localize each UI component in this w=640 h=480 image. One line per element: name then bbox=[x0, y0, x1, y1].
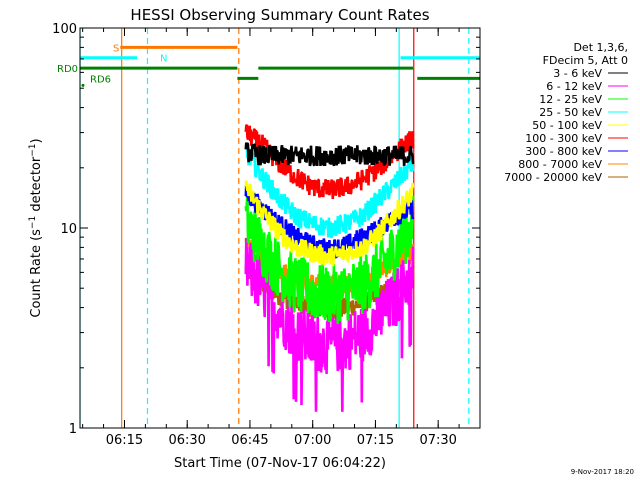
y-tick-label-2: 100 bbox=[52, 22, 77, 37]
y-tick-label-0: 1 bbox=[69, 422, 77, 437]
series-line-4 bbox=[244, 180, 415, 267]
series-line-3 bbox=[244, 146, 415, 239]
x-tick-label-4: 07:15 bbox=[357, 433, 394, 448]
y-axis-label: Count Rate (s−1 detector−1) bbox=[28, 138, 44, 317]
legend-label-5: 100 - 300 keV bbox=[525, 132, 602, 145]
x-tick-label-5: 07:30 bbox=[419, 433, 456, 448]
flag-dot-rd6 bbox=[81, 83, 85, 87]
x-axis-ticks: 06:15 06:30 06:45 07:00 07:15 07:30 bbox=[82, 28, 460, 448]
x-tick-label-3: 07:00 bbox=[294, 433, 331, 448]
flag-label-n: N bbox=[160, 54, 167, 65]
legend-label-1: 6 - 12 keV bbox=[546, 80, 602, 93]
legend-label-7: 800 - 7000 keV bbox=[518, 158, 602, 171]
legend-label-8: 7000 - 20000 keV bbox=[504, 171, 602, 184]
footer-date: 9-Nov-2017 18:20 bbox=[571, 468, 634, 476]
series-line-0 bbox=[244, 142, 415, 167]
legend-label-0: 3 - 6 keV bbox=[553, 67, 602, 80]
legend-label-3: 25 - 50 keV bbox=[539, 106, 602, 119]
legend-label-4: 50 - 100 keV bbox=[532, 119, 602, 132]
series-line-1 bbox=[244, 237, 415, 412]
x-axis-label: Start Time (07-Nov-17 06:04:22) bbox=[174, 456, 386, 471]
y-axis-ticks: 1 10 100 bbox=[52, 22, 480, 437]
legend-label-6: 300 - 800 keV bbox=[525, 145, 602, 158]
flag-label-s: S bbox=[113, 43, 119, 54]
plot-content bbox=[80, 28, 480, 428]
series-line-2 bbox=[244, 195, 415, 324]
x-tick-label-2: 06:45 bbox=[231, 433, 268, 448]
plot-area: S N RD0 RD6 bbox=[57, 28, 480, 428]
chart-title: HESSI Observing Summary Count Rates bbox=[130, 6, 429, 24]
flag-label-rd6: RD6 bbox=[90, 74, 111, 85]
x-tick-label-1: 06:30 bbox=[168, 433, 205, 448]
x-tick-label-0: 06:15 bbox=[106, 433, 143, 448]
flag-label-rd0: RD0 bbox=[57, 64, 78, 75]
legend-label-2: 12 - 25 keV bbox=[539, 93, 602, 106]
legend-header-line-2: FDecim 5, Att 0 bbox=[543, 54, 628, 67]
y-tick-label-1: 10 bbox=[60, 222, 77, 237]
legend-header-line-1: Det 1,3,6, bbox=[573, 41, 628, 54]
